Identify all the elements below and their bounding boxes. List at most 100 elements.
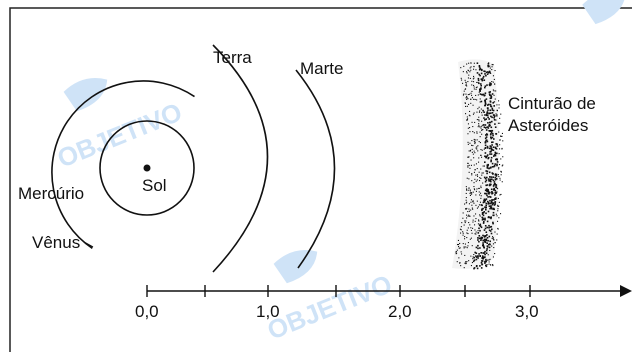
asteroid-speck <box>474 229 476 231</box>
asteroid-speck <box>493 182 496 185</box>
asteroid-speck <box>476 119 478 121</box>
asteroid-speck <box>470 66 472 68</box>
asteroid-speck <box>467 81 469 83</box>
asteroid-speck <box>470 102 472 104</box>
asteroid-speck <box>496 115 498 117</box>
asteroid-speck <box>498 107 500 109</box>
asteroid-speck <box>492 109 495 112</box>
asteroid-speck <box>481 204 483 207</box>
asteroid-speck <box>476 86 478 88</box>
asteroid-speck <box>471 80 473 82</box>
asteroid-speck <box>488 205 491 207</box>
asteroid-speck <box>462 232 464 234</box>
asteroid-speck <box>478 204 480 206</box>
asteroid-speck <box>480 185 482 187</box>
asteroid-speck <box>490 166 492 169</box>
asteroid-speck <box>486 170 489 173</box>
asteroid-speck <box>473 75 475 77</box>
asteroid-speck <box>479 247 481 249</box>
asteroid-speck <box>459 228 461 230</box>
asteroid-speck <box>493 154 496 156</box>
asteroid-speck <box>473 164 475 166</box>
venus-label: Vênus <box>32 233 80 252</box>
asteroid-speck <box>464 262 466 264</box>
asteroid-speck <box>478 120 480 122</box>
mars-label: Marte <box>300 59 343 78</box>
asteroid-speck <box>478 66 481 68</box>
asteroid-speck <box>490 225 493 228</box>
asteroid-speck <box>456 252 458 254</box>
asteroid-speck <box>500 113 502 115</box>
asteroid-speck <box>472 208 474 210</box>
asteroid-speck <box>473 254 475 256</box>
asteroid-speck <box>484 141 487 143</box>
asteroid-speck <box>481 133 483 135</box>
asteroid-speck <box>484 99 486 101</box>
asteroid-speck <box>498 205 500 207</box>
asteroid-speck <box>475 252 478 254</box>
asteroid-speck <box>485 184 487 187</box>
asteroid-speck <box>473 112 475 114</box>
asteroid-speck <box>486 189 488 191</box>
asteroid-speck <box>476 265 478 267</box>
asteroid-speck <box>465 97 467 99</box>
asteroid-speck <box>465 82 467 84</box>
asteroid-speck <box>489 226 492 228</box>
asteroid-speck <box>489 230 492 232</box>
asteroid-speck <box>482 75 485 78</box>
asteroid-speck <box>482 201 485 204</box>
asteroid-speck <box>494 151 497 154</box>
asteroid-speck <box>469 189 471 191</box>
asteroid-speck <box>494 253 496 255</box>
asteroid-speck <box>475 255 477 257</box>
asteroid-speck <box>483 198 486 201</box>
asteroid-speck <box>492 222 494 225</box>
asteroid-speck <box>474 224 476 226</box>
asteroid-speck <box>485 134 487 136</box>
asteroid-speck <box>487 203 490 205</box>
asteroid-speck <box>467 123 469 125</box>
asteroid-speck <box>481 68 483 71</box>
asteroid-speck <box>469 142 471 144</box>
asteroid-speck <box>467 77 469 79</box>
asteroid-speck <box>474 220 476 222</box>
asteroid-speck <box>499 117 501 119</box>
asteroid-speck <box>476 146 478 148</box>
asteroid-speck <box>482 207 484 210</box>
asteroid-speck <box>470 199 472 201</box>
asteroid-speck <box>489 103 492 106</box>
asteroid-speck <box>480 149 482 151</box>
asteroid-speck <box>467 165 469 167</box>
asteroid-speck <box>466 63 468 65</box>
asteroid-speck <box>477 237 479 239</box>
asteroid-speck <box>490 97 493 99</box>
asteroid-speck <box>474 189 476 191</box>
asteroid-speck <box>473 215 475 217</box>
asteroid-speck <box>468 70 470 72</box>
asteroid-speck <box>494 146 497 149</box>
axis-tick-label: 3,0 <box>515 302 539 321</box>
asteroid-speck <box>484 207 487 209</box>
asteroid-speck <box>489 240 491 243</box>
asteroid-speck <box>478 91 480 93</box>
asteroid-speck <box>464 254 466 256</box>
asteroid-speck <box>465 208 467 210</box>
asteroid-speck <box>479 255 481 257</box>
asteroid-speck <box>468 150 470 152</box>
asteroid-speck <box>470 164 472 166</box>
asteroid-speck <box>476 62 479 64</box>
asteroid-speck <box>489 91 491 93</box>
asteroid-speck <box>488 70 491 73</box>
asteroid-speck <box>487 239 489 242</box>
asteroid-speck <box>496 164 498 167</box>
asteroid-speck <box>486 188 488 190</box>
asteroid-speck <box>485 258 487 261</box>
asteroid-speck <box>473 138 475 140</box>
asteroid-speck <box>486 112 489 114</box>
asteroid-speck <box>496 114 498 116</box>
asteroid-speck <box>474 233 476 235</box>
asteroid-speck <box>495 143 497 145</box>
asteroid-speck <box>488 130 490 132</box>
asteroid-speck <box>498 176 500 178</box>
